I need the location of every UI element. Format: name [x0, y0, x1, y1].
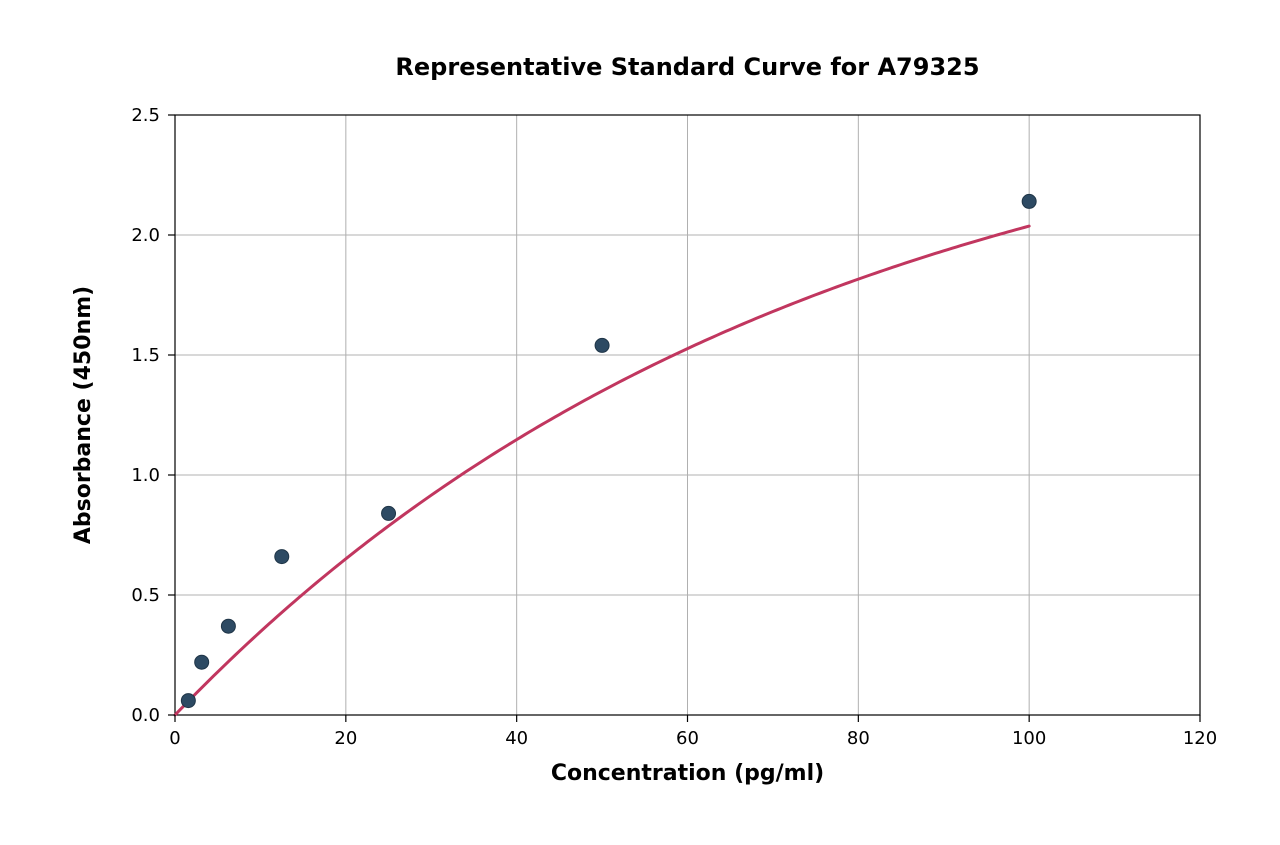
y-tick-label: 2.0	[131, 225, 160, 246]
x-tick-label: 100	[1012, 728, 1046, 749]
chart-title: Representative Standard Curve for A79325	[395, 53, 979, 81]
x-tick-label: 20	[334, 728, 357, 749]
x-tick-label: 40	[505, 728, 528, 749]
data-point	[1022, 194, 1036, 208]
y-tick-label: 2.5	[131, 105, 160, 126]
y-tick-label: 1.5	[131, 345, 160, 366]
data-point	[221, 619, 235, 633]
y-axis-label: Absorbance (450nm)	[71, 286, 96, 544]
data-point	[382, 506, 396, 520]
data-point	[595, 338, 609, 352]
y-tick-label: 1.0	[131, 465, 160, 486]
chart-container: 0 20 40 60 80 100 120 0.0 0.5 1.0 1.5 2.0 2.5 Concent…	[0, 0, 1280, 845]
data-point	[195, 655, 209, 669]
x-tick-label: 120	[1183, 728, 1217, 749]
x-tick-label: 60	[676, 728, 699, 749]
y-tick-label: 0.5	[131, 585, 160, 606]
data-point	[181, 694, 195, 708]
data-point	[275, 550, 289, 564]
chart-background	[0, 0, 1280, 845]
x-tick-label: 0	[169, 728, 180, 749]
y-tick-label: 0.0	[131, 705, 160, 726]
x-axis-label: Concentration (pg/ml)	[551, 761, 824, 786]
chart-svg: 0 20 40 60 80 100 120 0.0 0.5 1.0 1.5 2.0 2.5 Concent…	[0, 0, 1280, 845]
x-tick-label: 80	[847, 728, 870, 749]
